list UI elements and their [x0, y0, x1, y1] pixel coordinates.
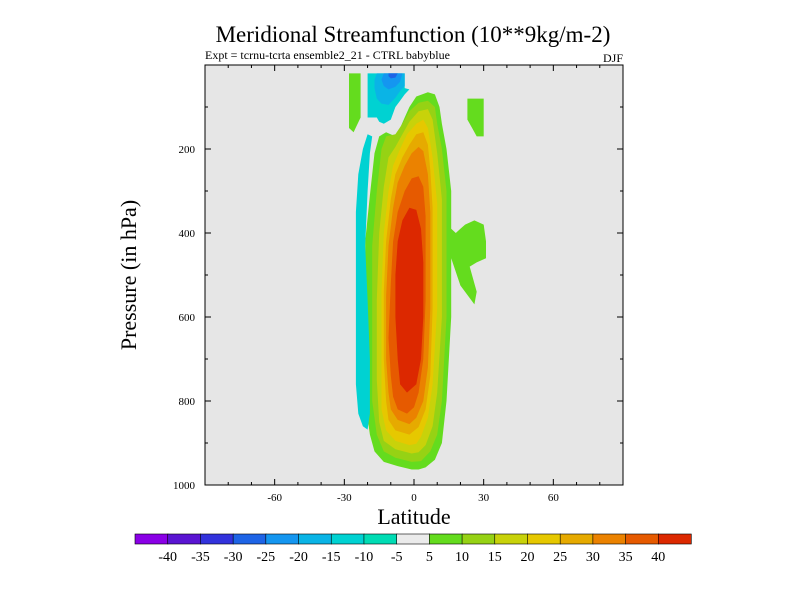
colorbar-label: -5: [391, 550, 403, 565]
colorbar-label: -40: [158, 550, 177, 565]
colorbar-label: -20: [289, 550, 308, 565]
y-tick-label: 200: [179, 144, 196, 156]
colorbar-swatch: [625, 533, 659, 545]
contour-region--15-to--10-14: [355, 134, 373, 430]
y-tick-label: 600: [179, 312, 196, 324]
chart-title: Meridional Streamfunction (10**9kg/m-2): [216, 22, 611, 47]
contour-region--30-to--25-13: [388, 73, 398, 79]
x-tick-label: 30: [478, 492, 490, 504]
plot-area: -60 -30 0 30 60 200 400 600 800 1000: [173, 64, 624, 504]
y-axis: 200 400 600 800 1000: [173, 106, 623, 492]
colorbar-swatch: [232, 533, 267, 545]
season-label: DJF: [603, 51, 623, 65]
colorbar-swatch: [494, 533, 529, 545]
colorbar-swatch: [330, 533, 365, 545]
colorbar-swatch: [657, 533, 692, 545]
x-tick-label: -30: [337, 492, 352, 504]
colorbar-swatch: [429, 533, 463, 545]
colorbar-swatch: [167, 533, 202, 545]
colorbar-swatch: [134, 533, 169, 545]
x-tick-label: 0: [411, 492, 417, 504]
y-axis-label: Pressure (in hPa): [116, 200, 141, 350]
colorbar-label: 25: [553, 550, 567, 565]
chart-subtitle: Expt = tcrnu-tcrta ensemble2_21 - CTRL b…: [205, 48, 450, 62]
x-tick-label: 60: [548, 492, 560, 504]
colorbar-label: -25: [256, 550, 275, 565]
colorbar-label: -10: [355, 550, 374, 565]
colorbar: -40 -35 -30 -25 -20 -15 -10 -5 5 10 15 20 25 30 35 40: [134, 533, 692, 565]
contour-region--25-to--20-12: [381, 73, 403, 90]
colorbar-swatch: [298, 533, 332, 545]
y-tick-label: 400: [179, 228, 196, 240]
contour-regions: [349, 73, 486, 470]
colorbar-swatch: [527, 533, 561, 545]
colorbar-label: -15: [322, 550, 341, 565]
contour-region-40-to-45-9: [395, 207, 424, 393]
colorbar-label: -35: [191, 550, 210, 565]
y-tick-label: 1000: [173, 480, 196, 492]
colorbar-swatch: [363, 533, 398, 545]
colorbar-label: 10: [455, 550, 469, 565]
colorbar-label: 35: [619, 550, 633, 565]
x-axis-label: Latitude: [377, 504, 450, 529]
colorbar-swatch: [200, 533, 234, 545]
colorbar-swatch: [396, 533, 430, 545]
x-tick-label: -60: [267, 492, 282, 504]
colorbar-swatch: [265, 533, 300, 545]
colorbar-label: 40: [651, 550, 665, 565]
contour-region-5-to-10-2: [467, 98, 484, 137]
colorbar-label: 20: [520, 550, 534, 565]
colorbar-label: -30: [224, 550, 243, 565]
contour-region-5-to-10-1: [349, 73, 361, 133]
colorbar-swatch: [592, 533, 627, 545]
colorbar-label: 15: [488, 550, 502, 565]
colorbar-label: 5: [426, 550, 433, 565]
colorbar-swatch: [461, 533, 496, 545]
x-axis: -60 -30 0 30 60: [204, 65, 624, 504]
colorbar-label: 30: [586, 550, 600, 565]
colorbar-swatch: [559, 533, 594, 545]
y-tick-label: 800: [179, 396, 196, 408]
